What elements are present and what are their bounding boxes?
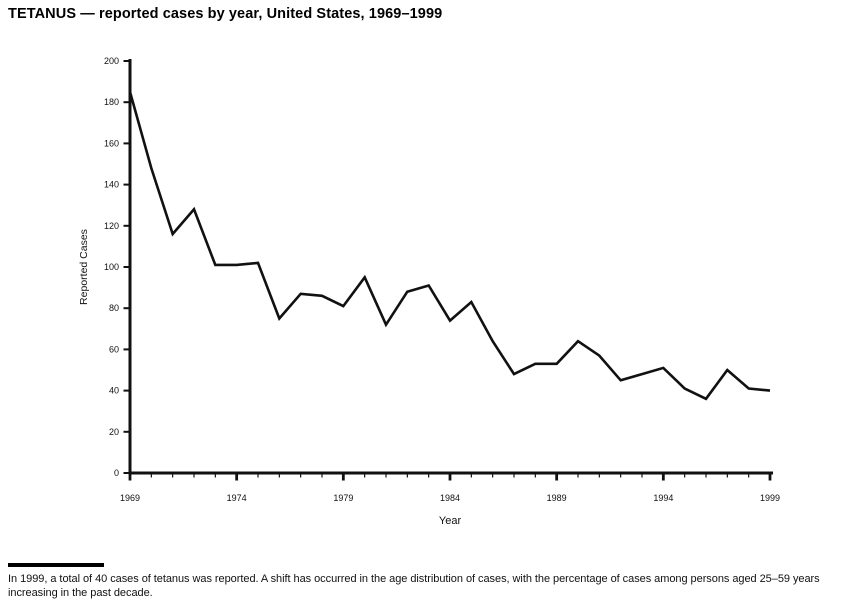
x-tick-label: 1969 xyxy=(120,493,140,503)
y-tick-label: 80 xyxy=(109,303,119,313)
footnote: In 1999, a total of 40 cases of tetanus … xyxy=(8,563,853,600)
y-tick-label: 180 xyxy=(104,97,119,107)
x-axis-title: Year xyxy=(439,515,462,527)
y-tick-label: 0 xyxy=(114,468,119,478)
x-tick-label: 1994 xyxy=(653,493,673,503)
y-tick-label: 20 xyxy=(109,427,119,437)
y-axis-title: Reported Cases xyxy=(78,229,90,305)
y-tick-label: 200 xyxy=(104,56,119,66)
y-tick-label: 60 xyxy=(109,344,119,354)
footnote-rule xyxy=(8,563,104,567)
x-tick-label: 1979 xyxy=(333,493,353,503)
x-tick-label: 1974 xyxy=(227,493,247,503)
x-tick-label: 1999 xyxy=(760,493,780,503)
y-tick-label: 140 xyxy=(104,180,119,190)
chart-title: TETANUS — reported cases by year, United… xyxy=(8,6,443,22)
tetanus-line-chart: 0 20 40 60 80 100 120 140 160 180 200 1969 1974 1979 1… xyxy=(78,56,780,527)
y-tick-label: 160 xyxy=(104,138,119,148)
y-tick-label: 120 xyxy=(104,221,119,231)
x-tick-label: 1984 xyxy=(440,493,460,503)
x-tick-label: 1989 xyxy=(547,493,567,503)
y-tick-label: 100 xyxy=(104,262,119,272)
y-tick-label: 40 xyxy=(109,386,119,396)
footnote-text: In 1999, a total of 40 cases of tetanus … xyxy=(8,573,820,599)
reported-cases-line xyxy=(128,91,771,401)
